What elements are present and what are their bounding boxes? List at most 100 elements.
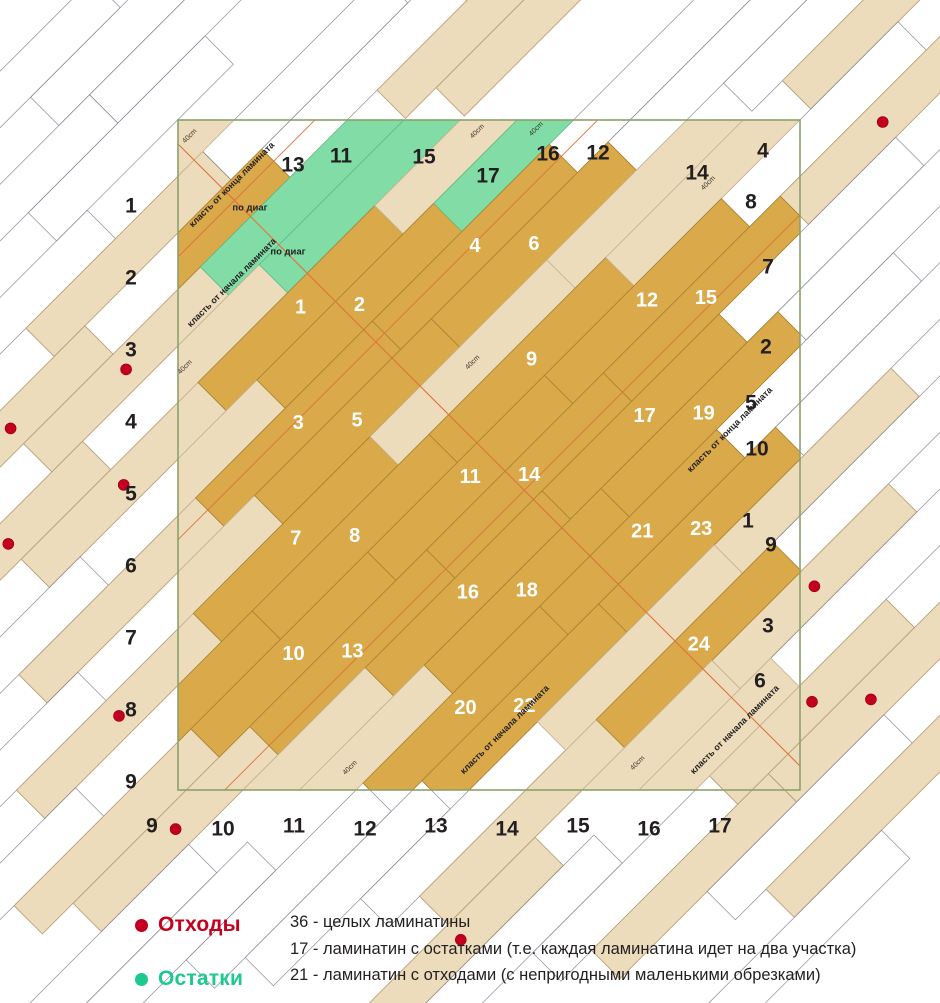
ghost-plank [708, 829, 911, 1003]
edge-label-left: 4 [125, 411, 137, 434]
plank-remainder [258, 120, 461, 294]
legend-waste-label: Отходы [158, 913, 241, 936]
edge-label-right: 7 [762, 256, 774, 279]
ghost-plank [27, 35, 234, 242]
waste-dot [865, 693, 877, 706]
waste-dot [120, 363, 132, 376]
edge-label-bottom: 12 [353, 818, 376, 841]
interior-plank-number: 13 [341, 641, 363, 663]
plank-cut [178, 120, 235, 177]
edge-label-top: 12 [586, 142, 609, 165]
edge-label-bottom: 16 [637, 818, 660, 841]
edge-label-right: 2 [760, 336, 772, 359]
edge-label-bottom: 15 [566, 815, 590, 838]
interior-plank-number: 21 [631, 520, 653, 542]
legend: Отходы Остатки 36 - целых ламинатины 17 … [0, 905, 940, 1003]
interior-plank-number: 3 [293, 412, 304, 434]
edge-label-right: 14 [685, 162, 709, 185]
plank-cut [546, 120, 744, 289]
plank-cut [638, 657, 800, 790]
interior-plank-number: 10 [282, 643, 304, 665]
offcut-plank [765, 714, 940, 919]
plank-remainder [199, 120, 405, 296]
legend-notes: 36 - целых ламинатины 17 - ламинатин с о… [290, 909, 920, 989]
room-planks-layer [178, 120, 800, 790]
plank-full [595, 542, 800, 749]
interior-plank-number: 17 [633, 405, 655, 427]
edge-label-right: 6 [754, 670, 766, 693]
edge-label-left: 3 [125, 339, 137, 362]
plank-remainder [433, 120, 575, 233]
legend-item-waste: Отходы [135, 905, 295, 945]
interior-plank-number: 8 [349, 525, 360, 547]
interior-plank-number: 16 [457, 582, 479, 604]
legend-keys: Отходы Остатки [135, 905, 295, 999]
interior-plank-number: 19 [692, 402, 714, 424]
waste-dot [169, 823, 182, 835]
interior-plank-number: 20 [454, 697, 476, 719]
waste-dot [113, 710, 125, 722]
waste-dot [117, 479, 130, 491]
legend-remainder-label: Остатки [158, 967, 244, 990]
edge-label-top: 17 [476, 165, 499, 188]
edge-label-top: 4 [757, 140, 769, 163]
waste-dot-icon [135, 918, 148, 932]
diagonal-guide-main [178, 143, 800, 767]
offcut-plank [435, 0, 582, 117]
edge-label-left: 8 [125, 699, 137, 722]
edge-label-bottom: 9 [146, 815, 158, 838]
interior-plank-number: 12 [636, 289, 658, 311]
legend-note-remainder: 17 - ламинатин с остатками (т.е. каждая … [290, 939, 857, 958]
edge-label-bottom: 10 [211, 818, 234, 841]
edge-label-bottom: 11 [283, 815, 306, 838]
waste-dot [2, 538, 15, 550]
interior-plank-number: 23 [690, 518, 712, 540]
legend-note-waste: 21 - ламинатин с отходами (с непригодным… [290, 966, 821, 985]
edge-label-left: 1 [125, 195, 137, 218]
interior-plank-number: 4 [469, 235, 481, 257]
offcut-plank [781, 0, 921, 110]
interior-plank-number: 7 [290, 527, 301, 549]
remainder-dot-icon [135, 972, 148, 986]
edge-label-right: 9 [765, 534, 777, 557]
waste-dots-layer [2, 116, 889, 946]
edge-label-top: 16 [536, 143, 559, 166]
edge-label-left: 2 [125, 267, 137, 290]
guide-lines-layer [178, 120, 800, 790]
edge-label-bottom: 13 [424, 815, 447, 838]
interior-plank-number: 24 [688, 633, 711, 655]
plank-cut [605, 120, 800, 287]
waste-dot [4, 422, 17, 435]
ghost-plank [723, 0, 864, 112]
edge-label-bottom: 14 [495, 818, 519, 841]
edge-label-right: 10 [745, 438, 768, 461]
offcut-plank [376, 0, 525, 120]
legend-item-remainder: Остатки [135, 959, 295, 999]
edge-label-left: 9 [125, 771, 137, 794]
edge-label-right: 3 [762, 615, 774, 638]
legend-note-whole: 36 - целых ламинатины [290, 913, 471, 931]
waste-dot [808, 580, 821, 593]
guide-text: по диаг [270, 247, 305, 258]
edge-label-left: 5 [125, 483, 137, 506]
edge-label-bottom: 17 [708, 815, 731, 838]
edge-label-top: 11 [330, 145, 353, 168]
ghost-plank [89, 0, 242, 124]
room-boundary [177, 119, 801, 791]
offcut-plank [767, 601, 940, 803]
ghost-plank [30, 0, 185, 126]
interior-plank-number: 11 [460, 466, 481, 488]
waste-dot [876, 116, 889, 128]
interior-plank-number: 18 [516, 579, 538, 601]
plank-cut [374, 120, 518, 235]
interior-plank-number: 2 [354, 294, 365, 316]
plank-full [598, 426, 800, 633]
interior-plank-number: 14 [518, 464, 541, 486]
plank-full [600, 311, 800, 518]
interior-plank-number: 5 [352, 410, 363, 432]
edge-label-right: 5 [745, 392, 757, 415]
waste-dot [454, 933, 467, 946]
